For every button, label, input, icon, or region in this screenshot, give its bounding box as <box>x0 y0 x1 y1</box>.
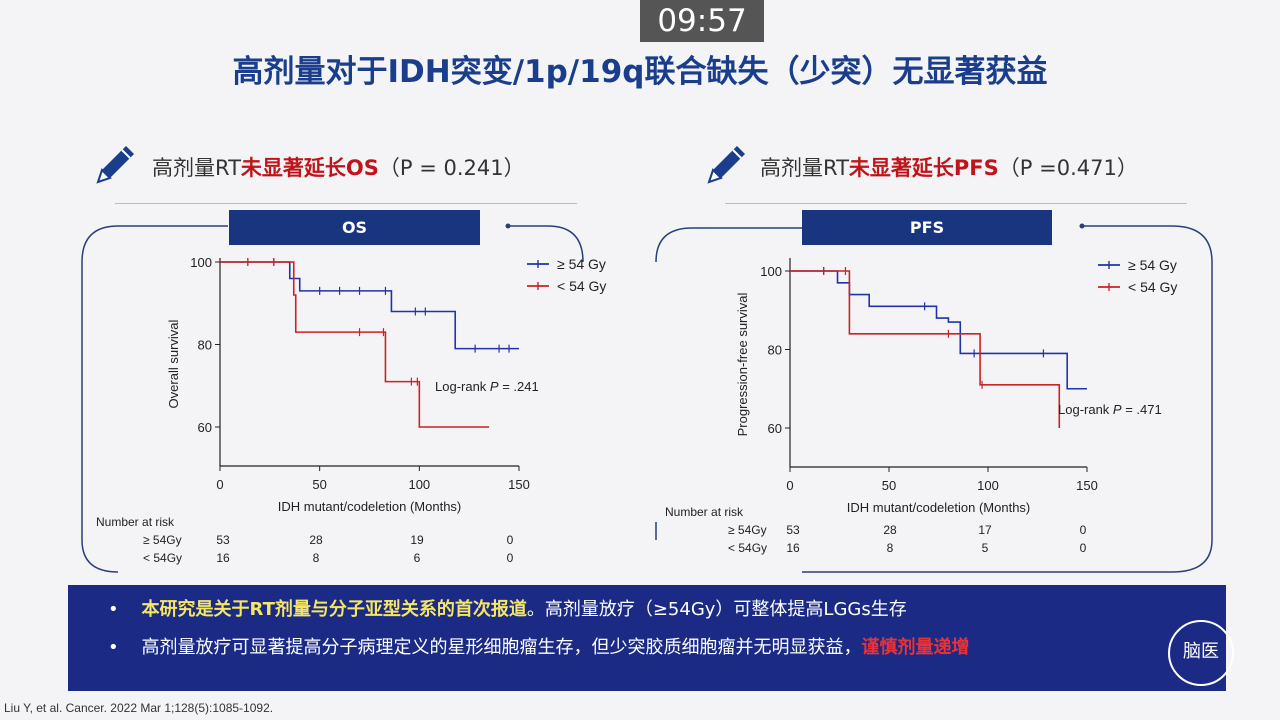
os-y-tick-label: 80 <box>198 338 212 353</box>
bullet-1-text: 。高剂量放疗（≥54Gy）可整体提高LGGs生存 <box>526 599 907 620</box>
citation: Liu Y, et al. Cancer. 2022 Mar 1;128(5):… <box>4 701 274 715</box>
bullet-dot: • <box>108 637 119 658</box>
pfs-legend-label: ≥ 54 Gy <box>1128 257 1177 273</box>
pfs-risk-value: 5 <box>982 541 989 555</box>
pencil-icon <box>96 146 134 184</box>
pfs-y-axis-label: Progression-free survival <box>735 293 750 437</box>
pfs-risk-value: 16 <box>786 541 800 555</box>
os-risk-group: < 54Gy <box>143 551 182 565</box>
pfs-heading-suffix: （P =0.471） <box>998 156 1138 180</box>
os-heading: 高剂量RT未显著延长OS（P = 0.241） <box>152 152 525 182</box>
pfs-risk-value: 0 <box>1080 523 1087 537</box>
os-risk-title: Number at risk <box>96 515 175 529</box>
os-tab: OS <box>229 210 480 245</box>
os-x-axis-label: IDH mutant/codeletion (Months) <box>278 499 462 514</box>
os-heading-emph: 未显著延长OS <box>240 156 379 180</box>
os-y-axis-label: Overall survival <box>166 319 181 408</box>
pfs-y-tick-label: 100 <box>760 264 782 279</box>
os-risk-value: 0 <box>507 533 514 547</box>
os-heading-prefix: 高剂量RT <box>152 156 241 180</box>
pfs-tab: PFS <box>802 210 1052 245</box>
bullet-1: • 本研究是关于RT剂量与分子亚型关系的首次报道。高剂量放疗（≥54Gy）可整体… <box>108 595 907 621</box>
pfs-risk-title: Number at risk <box>665 505 744 519</box>
os-risk-value: 0 <box>507 551 514 565</box>
pfs-x-tick-label: 50 <box>882 478 896 493</box>
bullet-2: • 高剂量放疗可显著提高分子病理定义的星形细胞瘤生存，但少突胶质细胞瘤并无明显获… <box>108 633 970 659</box>
os-heading-suffix: （P = 0.241） <box>378 156 525 180</box>
bullet-dot: • <box>108 599 119 620</box>
pfs-y-tick-label: 80 <box>768 343 782 358</box>
os-risk-value: 8 <box>313 551 320 565</box>
pfs-risk-value: 17 <box>978 523 992 537</box>
pfs-heading-prefix: 高剂量RT <box>760 156 849 180</box>
pfs-risk-group: ≥ 54Gy <box>728 523 767 537</box>
os-logrank-p: P <box>490 379 499 394</box>
os-series-line-low <box>220 261 490 428</box>
pfs-divider <box>725 203 1187 204</box>
os-x-tick-label: 100 <box>408 477 430 492</box>
pfs-x-tick-label: 0 <box>786 478 793 493</box>
os-legend-label: ≥ 54 Gy <box>557 256 606 272</box>
pfs-risk-value: 53 <box>786 523 800 537</box>
bullet-1-highlight: 本研究是关于RT剂量与分子亚型关系的首次报道 <box>141 599 527 620</box>
os-y-tick-label: 60 <box>198 420 212 435</box>
pfs-logrank-value: = .471 <box>1122 402 1162 417</box>
brand-logo: 脑医 <box>1168 620 1234 686</box>
os-logrank-label: Log-rank <box>435 379 490 394</box>
pfs-risk-value: 28 <box>883 523 897 537</box>
pfs-logrank-p: P <box>1113 402 1122 417</box>
os-panel-frame <box>81 223 584 573</box>
slide-title: 高剂量对于IDH突变/1p/19q联合缺失（少突）无显著获益 <box>232 54 1048 90</box>
os-y-tick-label: 100 <box>190 255 212 270</box>
pfs-legend-label: < 54 Gy <box>1128 279 1177 295</box>
os-legend-label: < 54 Gy <box>557 278 606 294</box>
pfs-series-line-high <box>790 270 1087 390</box>
pfs-series-line-low <box>790 270 1061 428</box>
pencil-icon <box>707 146 745 184</box>
pfs-logrank-annotation: Log-rank P = .471 <box>1058 402 1162 417</box>
os-x-tick-label: 150 <box>508 477 530 492</box>
os-risk-value: 28 <box>309 533 323 547</box>
bullet-2-text: 高剂量放疗可显著提高分子病理定义的星形细胞瘤生存，但少突胶质细胞瘤并无明显获益， <box>141 637 862 658</box>
video-timer: 09:57 <box>640 0 764 42</box>
pfs-risk-value: 8 <box>887 541 894 555</box>
os-series-line-high <box>220 261 519 350</box>
pfs-risk-value: 0 <box>1080 541 1087 555</box>
pfs-x-axis-label: IDH mutant/codeletion (Months) <box>847 500 1031 515</box>
bullet-2-emph: 谨慎剂量递增 <box>861 637 970 658</box>
os-risk-value: 53 <box>216 533 230 547</box>
os-risk-group: ≥ 54Gy <box>143 533 182 547</box>
os-risk-value: 19 <box>410 533 424 547</box>
pfs-risk-group: < 54Gy <box>728 541 767 555</box>
os-logrank-annotation: Log-rank P = .241 <box>435 379 539 394</box>
pfs-panel-frame <box>655 223 1213 573</box>
os-risk-value: 6 <box>414 551 421 565</box>
os-logrank-value: = .241 <box>499 379 539 394</box>
os-x-tick-label: 50 <box>312 477 326 492</box>
pfs-heading: 高剂量RT未显著延长PFS（P =0.471） <box>760 152 1138 182</box>
pfs-heading-emph: 未显著延长PFS <box>848 156 999 180</box>
pfs-logrank-label: Log-rank <box>1058 402 1113 417</box>
pfs-x-tick-label: 150 <box>1076 478 1098 493</box>
pfs-y-tick-label: 60 <box>768 421 782 436</box>
pfs-x-tick-label: 100 <box>977 478 999 493</box>
os-risk-value: 16 <box>216 551 230 565</box>
os-divider <box>115 203 577 204</box>
summary-box: • 本研究是关于RT剂量与分子亚型关系的首次报道。高剂量放疗（≥54Gy）可整体… <box>68 585 1226 691</box>
os-x-tick-label: 0 <box>216 477 223 492</box>
